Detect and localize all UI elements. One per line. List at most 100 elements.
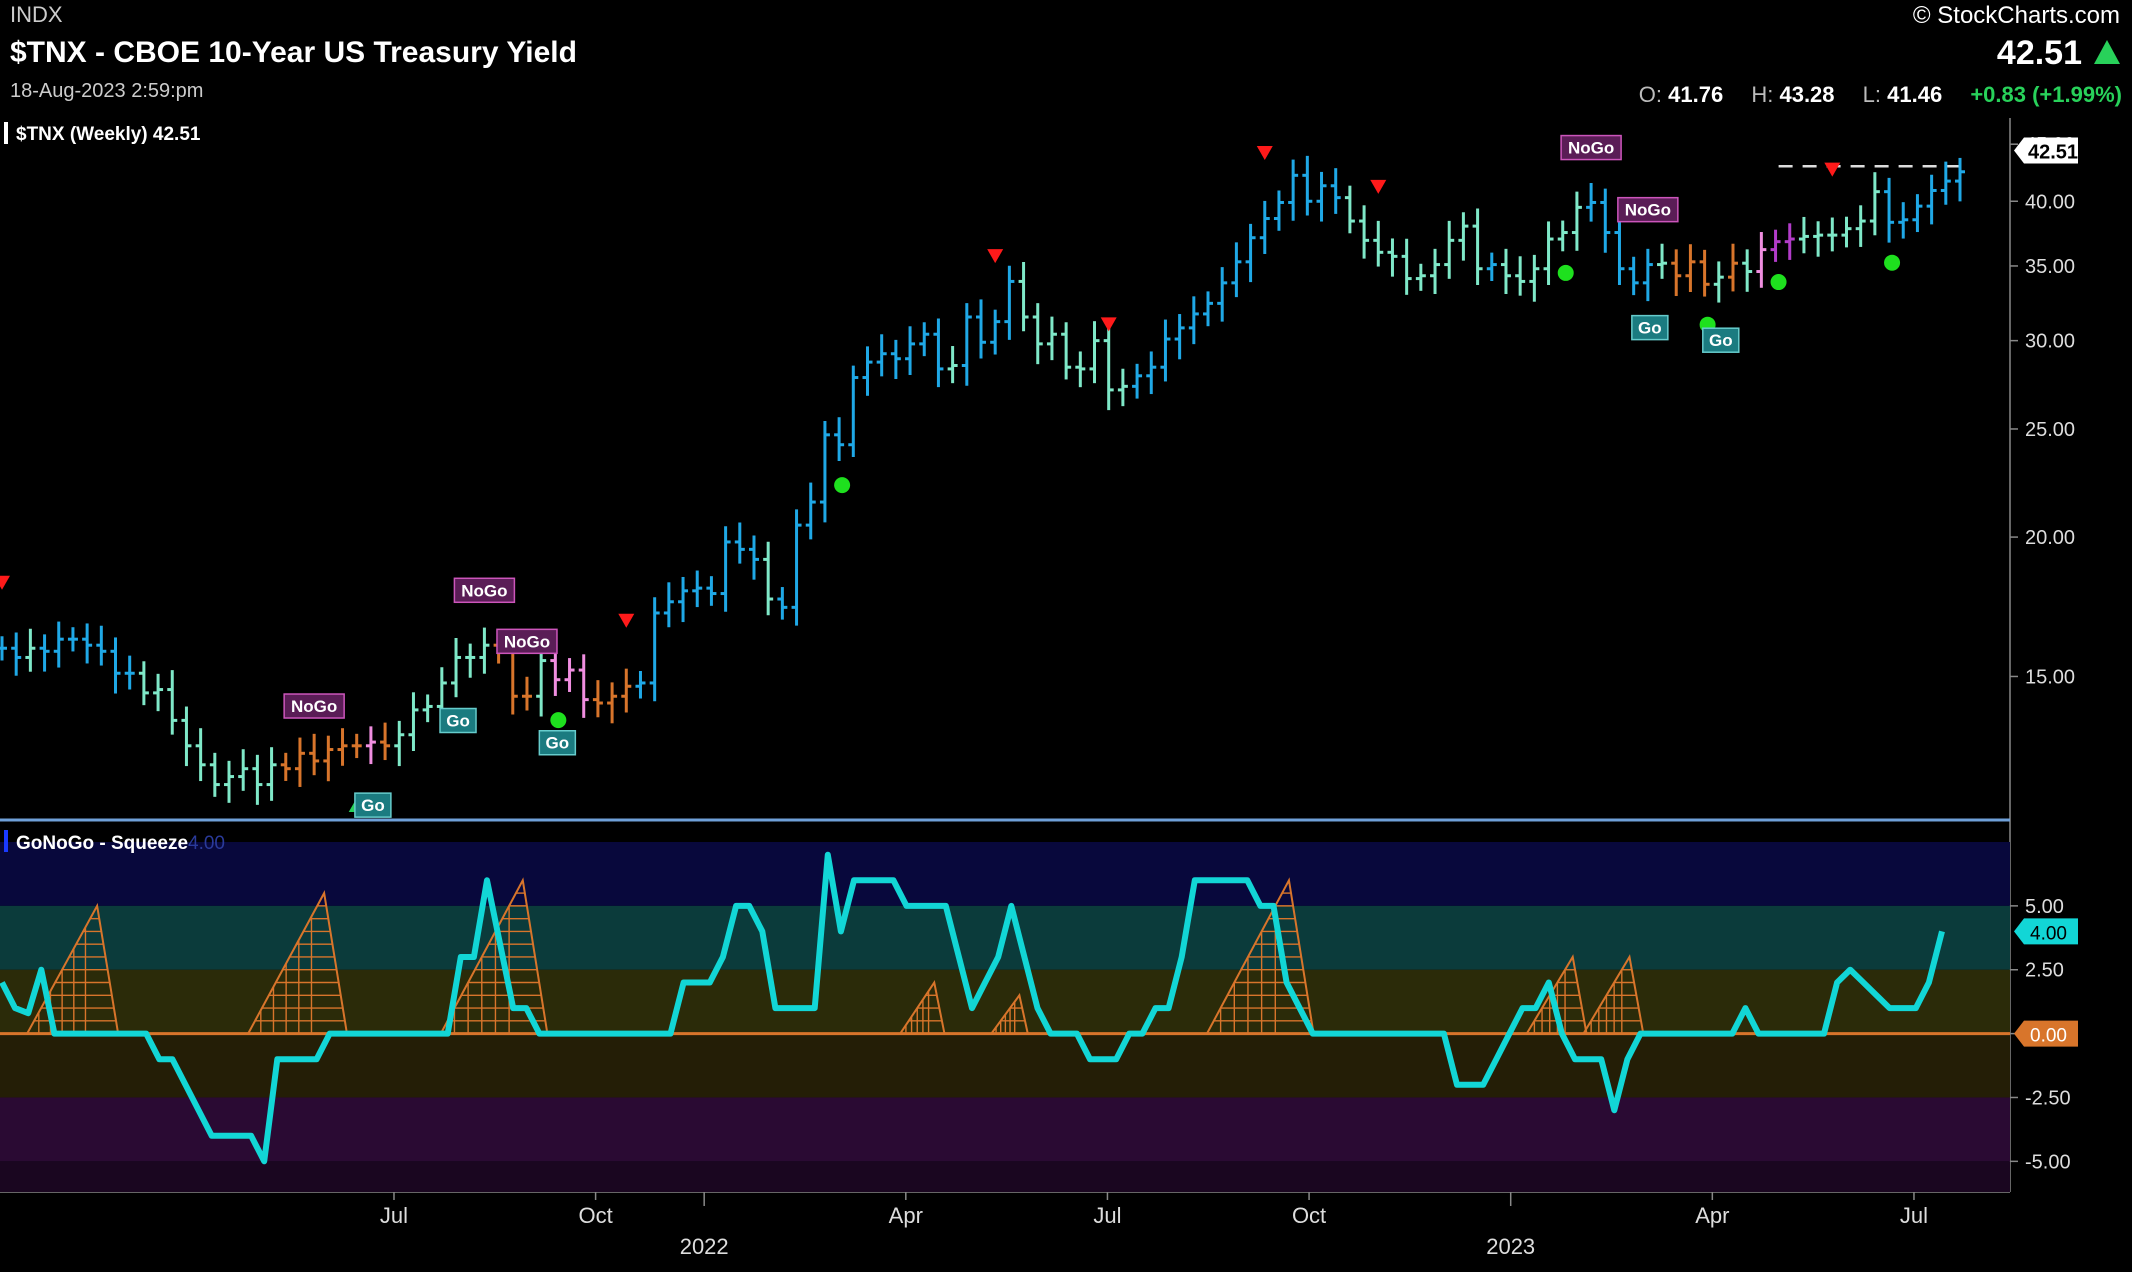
price-bar (1486, 252, 1497, 281)
exchange-label: INDX (10, 2, 63, 27)
price-bar (1770, 229, 1781, 262)
price-bar (1657, 243, 1668, 279)
brand-label[interactable]: © StockCharts.com (1912, 2, 2120, 29)
nogo-label: NoGo (1560, 134, 1622, 161)
price-bar (337, 728, 348, 766)
squeeze-tick-label: -5.00 (2025, 1151, 2071, 1173)
price-bar (451, 637, 462, 698)
go-label-box (439, 707, 477, 734)
squeeze-value-tag-box (2014, 918, 2078, 945)
squeeze-grid (1582, 954, 1645, 1035)
price-bar (777, 587, 788, 620)
red-down-triangle (0, 575, 10, 590)
go-label: Go (439, 707, 477, 734)
green-dot (834, 477, 851, 494)
price-bar (734, 522, 745, 564)
price-tag-box (2014, 137, 2078, 164)
price-bar (1955, 157, 1965, 202)
red-down-triangle (1370, 179, 1387, 194)
nogo-label-box (453, 577, 516, 604)
price-bar (663, 582, 674, 628)
x-tick-label: Oct (578, 1203, 612, 1228)
price-bar (195, 728, 206, 782)
squeeze-grid (899, 979, 946, 1035)
price-bar (11, 632, 22, 676)
x-tick-label: Apr (1695, 1203, 1729, 1228)
price-bar (933, 318, 944, 388)
price-bar (1032, 303, 1043, 365)
price-bar (1571, 191, 1582, 251)
nogo-label-box (1617, 196, 1679, 223)
price-bar (408, 692, 419, 751)
price-bar (1940, 161, 1951, 205)
go-label-text: Go (361, 796, 385, 815)
price-bar (1359, 205, 1370, 259)
price-bar (819, 420, 830, 523)
squeeze-band-0 (0, 842, 2010, 906)
go-label-text: Go (446, 712, 470, 731)
price-bar (947, 346, 958, 384)
green-dot (1557, 264, 1574, 281)
price-bar (1699, 249, 1710, 297)
open-value: 41.76 (1668, 82, 1724, 107)
price-bar (1288, 159, 1299, 221)
nogo-label: NoGo (283, 693, 345, 719)
price-bar (1586, 183, 1597, 222)
go-label-box (354, 792, 392, 818)
red-down-triangle (1256, 146, 1273, 161)
price-bar (1302, 155, 1313, 216)
price-legend: $TNX (Weekly) 42.51 (4, 122, 201, 145)
price-bar (1827, 217, 1838, 252)
price-bar (578, 654, 589, 718)
nogo-label: NoGo (496, 628, 558, 655)
squeeze-legend: GoNoGo - Squeeze 4.00 (4, 830, 225, 854)
price-bar (1813, 221, 1824, 257)
price-bar (323, 735, 334, 782)
price-bar (607, 682, 618, 724)
go-label-box (1702, 327, 1740, 353)
price-bar (536, 646, 547, 717)
price-bar (848, 365, 859, 457)
red-down-triangle (618, 613, 635, 628)
price-bar (635, 671, 646, 699)
price-bar (1231, 242, 1242, 298)
price-bar (1756, 232, 1767, 288)
green-dot (550, 712, 567, 729)
price-bar (1004, 265, 1015, 340)
price-bar (678, 576, 689, 623)
price-bar (238, 749, 249, 791)
price-bar (181, 706, 192, 767)
price-bar (1600, 188, 1611, 253)
price-bar (1898, 202, 1909, 239)
price-bar (592, 680, 603, 718)
price-tick-label: 20.00 (2025, 527, 2075, 549)
price-bar (96, 625, 107, 666)
price-bar (1160, 319, 1171, 382)
price-bar (1869, 172, 1880, 236)
low-label: L: (1862, 82, 1882, 107)
go-label: Go (1702, 327, 1740, 353)
price-bar (1742, 249, 1753, 292)
price-tick-label: 40.00 (2025, 191, 2075, 213)
nogo-label-text: NoGo (1568, 139, 1614, 158)
nogo-label-text: NoGo (461, 581, 507, 600)
price-tick-label: 35.00 (2025, 256, 2075, 278)
price-bar (1018, 261, 1029, 332)
price-bar (138, 661, 149, 706)
price-bar (763, 541, 774, 616)
squeeze-tick-label: 5.00 (2025, 896, 2064, 918)
price-bar (1500, 248, 1511, 295)
price-bar (564, 658, 575, 692)
price-bar (1912, 194, 1923, 233)
price-bar (976, 299, 986, 359)
nogo-label-text: NoGo (504, 632, 550, 651)
price-bar (1614, 214, 1625, 285)
price-bar (521, 676, 532, 711)
x-tick-label: Jul (380, 1203, 408, 1228)
price-bar (224, 760, 235, 803)
price-bar (266, 747, 277, 801)
price-bar (876, 334, 887, 377)
price-bar (706, 576, 717, 606)
price-bar (1103, 326, 1114, 411)
